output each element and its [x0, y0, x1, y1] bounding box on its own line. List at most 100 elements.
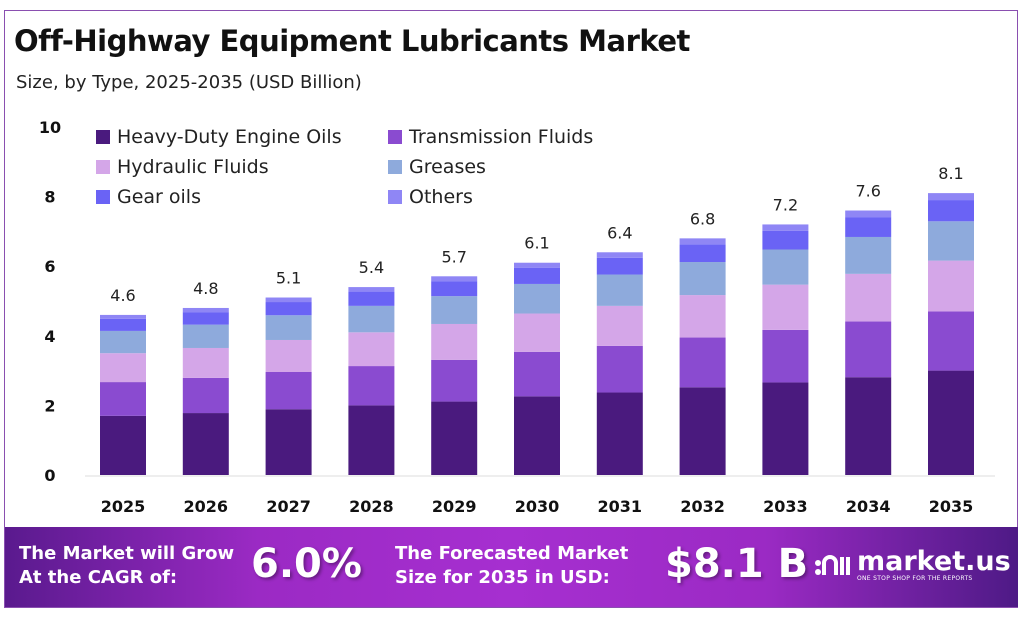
- legend-item: Gear oils: [96, 184, 388, 210]
- bar-segment-hydraulic-fluids: [265, 339, 312, 372]
- chart-title: Off-Highway Equipment Lubricants Market: [14, 24, 690, 58]
- bar-segment-transmission-fluids: [182, 377, 229, 414]
- bar-segment-hydraulic-fluids: [928, 260, 974, 312]
- footer-banner: The Market will Grow At the CAGR of: 6.0…: [5, 527, 1018, 607]
- total-label: 6.4: [607, 223, 632, 242]
- total-label: 7.6: [855, 182, 880, 201]
- bar-segment-transmission-fluids: [596, 345, 643, 393]
- market-us-logo: market.us ONE STOP SHOP FOR THE REPORTS: [813, 546, 1011, 582]
- x-tick-label: 2029: [432, 497, 477, 516]
- bar-segment-heavy-duty-engine-oils: [348, 405, 395, 475]
- legend-label: Transmission Fluids: [409, 126, 594, 148]
- legend-item: Transmission Fluids: [388, 124, 648, 150]
- bar-segment-others: [514, 262, 560, 268]
- legend-item: Heavy-Duty Engine Oils: [96, 124, 388, 150]
- bar-segment-hydraulic-fluids: [762, 284, 809, 330]
- bar-segment-others: [596, 252, 643, 258]
- legend-label: Gear oils: [117, 186, 201, 208]
- bar-segment-hydraulic-fluids: [100, 353, 146, 383]
- bar-segment-greases: [182, 324, 229, 348]
- legend-label: Greases: [409, 156, 486, 178]
- bar-segment-transmission-fluids: [348, 366, 395, 406]
- logo-name: market.us: [857, 546, 1011, 577]
- chart-subtitle: Size, by Type, 2025-2035 (USD Billion): [16, 72, 362, 93]
- legend-item: Others: [388, 184, 648, 210]
- bar-segment-gear-oils: [596, 257, 643, 275]
- legend-item: Greases: [388, 154, 648, 180]
- x-tick-label: 2028: [349, 497, 394, 516]
- legend-swatch: [96, 190, 110, 204]
- bar-segment-transmission-fluids: [100, 382, 146, 416]
- legend-swatch: [388, 190, 402, 204]
- y-tick-label: 6: [44, 257, 55, 276]
- total-label: 5.7: [441, 248, 466, 267]
- bar-segment-greases: [679, 262, 726, 296]
- bar-segment-others: [100, 314, 146, 319]
- bar-segment-greases: [928, 221, 974, 261]
- legend-swatch: [96, 130, 110, 144]
- x-tick-label: 2030: [515, 497, 560, 516]
- bar-segment-hydraulic-fluids: [845, 273, 892, 322]
- bar-segment-transmission-fluids: [928, 311, 974, 371]
- bar-segment-gear-oils: [762, 230, 809, 250]
- bar-segment-heavy-duty-engine-oils: [679, 387, 726, 475]
- y-tick-label: 8: [44, 188, 55, 207]
- bar-segment-others: [928, 193, 974, 201]
- logo-tagline: ONE STOP SHOP FOR THE REPORTS: [857, 575, 973, 582]
- bar-segment-greases: [100, 330, 146, 354]
- total-label: 7.2: [773, 195, 798, 214]
- bar-segment-others: [182, 307, 229, 313]
- forecast-value: $8.1 B: [665, 541, 809, 587]
- bar-segment-greases: [762, 249, 809, 285]
- frame-border: [4, 10, 1018, 608]
- legend-swatch: [388, 160, 402, 174]
- total-label: 6.8: [690, 209, 715, 228]
- cagr-value: 6.0%: [251, 541, 362, 587]
- x-tick-label: 2031: [598, 497, 643, 516]
- bar-segment-others: [762, 224, 809, 231]
- bar-segment-gear-oils: [514, 267, 560, 284]
- bar-segment-heavy-duty-engine-oils: [265, 409, 312, 475]
- bar-segment-heavy-duty-engine-oils: [182, 413, 229, 475]
- bar-segment-gear-oils: [265, 302, 312, 316]
- cagr-label-line2: At the CAGR of:: [19, 567, 178, 588]
- bar-segment-heavy-duty-engine-oils: [100, 415, 146, 475]
- bar-segment-greases: [265, 315, 312, 340]
- bar-segment-heavy-duty-engine-oils: [762, 382, 809, 475]
- bar-segment-others: [265, 297, 312, 303]
- bar-segment-hydraulic-fluids: [431, 323, 478, 360]
- logo-mark-icon: [815, 554, 850, 575]
- bar-segment-others: [431, 276, 478, 282]
- legend-label: Others: [409, 186, 473, 208]
- bar-segment-greases: [431, 296, 478, 324]
- legend-label: Heavy-Duty Engine Oils: [117, 126, 342, 148]
- x-tick-label: 2026: [184, 497, 229, 516]
- cagr-label: The Market will Grow At the CAGR of:: [19, 542, 234, 590]
- x-tick-label: 2027: [266, 497, 311, 516]
- legend-item: Hydraulic Fluids: [96, 154, 388, 180]
- x-tick-label: 2035: [929, 497, 974, 516]
- bar-segment-hydraulic-fluids: [514, 313, 560, 352]
- bar-segment-transmission-fluids: [514, 351, 560, 397]
- bar-segment-transmission-fluids: [762, 329, 809, 383]
- bar-segment-greases: [514, 283, 560, 314]
- total-label: 5.4: [359, 258, 384, 277]
- bar-segment-heavy-duty-engine-oils: [845, 377, 892, 475]
- bar-segment-heavy-duty-engine-oils: [596, 392, 643, 475]
- total-label: 4.6: [110, 286, 135, 305]
- bar-segment-transmission-fluids: [845, 321, 892, 378]
- bar-segment-hydraulic-fluids: [596, 305, 643, 346]
- bar-segment-greases: [845, 236, 892, 274]
- total-label: 8.1: [938, 164, 963, 183]
- legend: Heavy-Duty Engine Oils Transmission Fluid…: [96, 124, 648, 210]
- bar-segment-gear-oils: [182, 312, 229, 325]
- y-tick-label: 0: [44, 466, 55, 485]
- y-tick-label: 2: [44, 396, 55, 415]
- bar-segment-greases: [596, 274, 643, 306]
- bar-segment-gear-oils: [348, 291, 395, 306]
- total-label: 6.1: [524, 234, 549, 253]
- bar-segment-transmission-fluids: [431, 359, 478, 402]
- legend-swatch: [388, 130, 402, 144]
- bar-segment-gear-oils: [100, 318, 146, 331]
- bar-segment-transmission-fluids: [679, 337, 726, 388]
